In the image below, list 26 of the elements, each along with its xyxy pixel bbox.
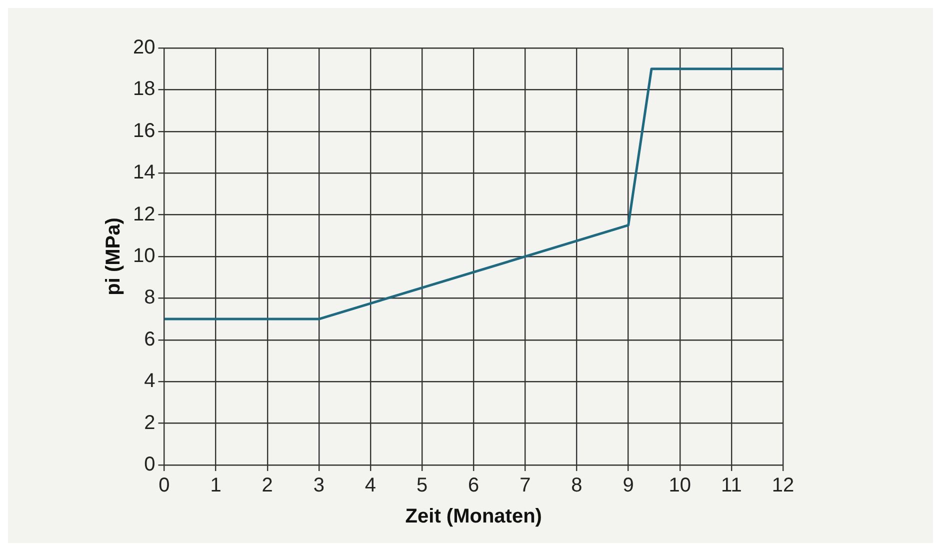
y-axis-title: pi (MPa) [102, 218, 125, 296]
y-tick-label: 18 [132, 78, 156, 100]
y-tick-label: 16 [132, 120, 156, 142]
x-tick-label: 2 [262, 474, 273, 497]
x-tick-label: 9 [622, 474, 634, 497]
x-tick-label: 11 [721, 474, 742, 497]
y-tick-label: 4 [144, 370, 156, 392]
y-tick-label: 2 [144, 412, 156, 434]
y-tick-label: 12 [132, 203, 156, 226]
y-tick-label: 0 [144, 454, 156, 476]
y-tick-label: 10 [132, 245, 156, 268]
y-tick-label: 6 [144, 328, 156, 350]
x-axis-title: Zeit (Monaten) [405, 506, 542, 528]
x-tick-label: 4 [364, 474, 376, 497]
x-tick-label: 7 [520, 474, 531, 497]
x-tick-label: 1 [210, 474, 222, 497]
y-tick-label: 8 [144, 286, 156, 309]
y-tick-label: 14 [132, 162, 156, 184]
x-tick-label: 8 [571, 474, 582, 497]
x-tick-label: 12 [772, 474, 794, 497]
x-tick-label: 10 [668, 474, 691, 497]
x-tick-label: 5 [416, 474, 428, 497]
x-tick-label: 6 [468, 474, 480, 497]
x-tick-label: 3 [313, 474, 324, 497]
x-tick-label: 0 [158, 474, 170, 497]
y-tick-label: 20 [132, 36, 156, 59]
